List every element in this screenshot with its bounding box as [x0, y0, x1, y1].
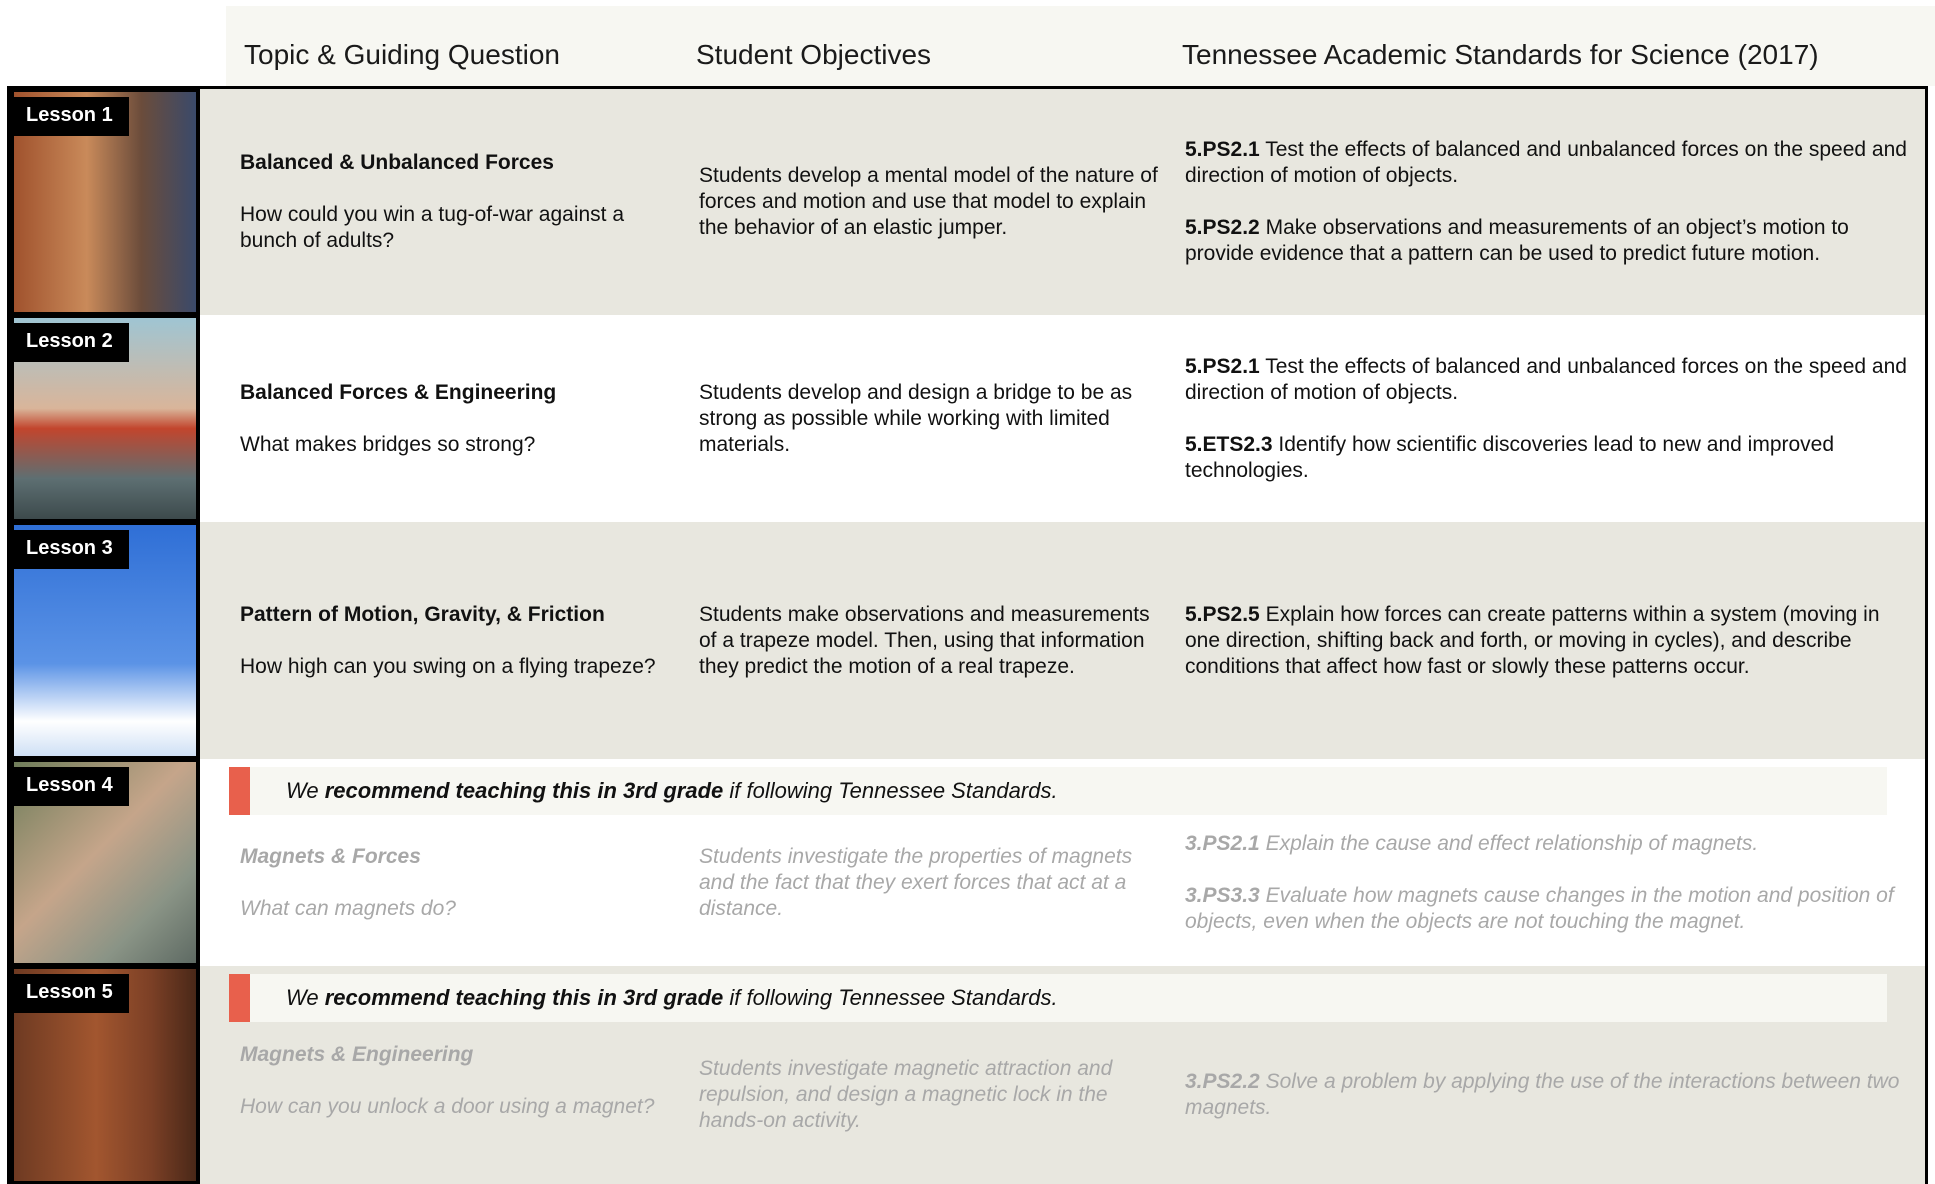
standards-cell: 5.PS2.1 Test the effects of balanced and… [1185, 354, 1915, 484]
standard-text: Make observations and measurements of an… [1185, 216, 1849, 265]
topic-cell: Magnets & Forces What can magnets do? [240, 844, 660, 922]
standard-code: 5.PS2.1 [1185, 354, 1260, 378]
standards-cell: 3.PS2.2 Solve a problem by applying the … [1185, 1069, 1915, 1121]
banner-text-start: We [286, 985, 319, 1010]
row-content: Magnets & Engineering How can you unlock … [10, 1036, 1925, 1154]
lesson-image: Lesson 4 [10, 759, 200, 966]
recommendation-banner: We recommend teaching this in 3rd grade … [229, 974, 1887, 1022]
standard-text: Solve a problem by applying the use of t… [1185, 1070, 1900, 1119]
lesson-row: Lesson 3 Pattern of Motion, Gravity, & Fr… [10, 522, 1925, 759]
lesson-label: Lesson 2 [10, 323, 129, 362]
standard-code: 3.PS3.3 [1185, 883, 1260, 907]
row-content: Balanced & Unbalanced Forces How could yo… [10, 89, 1925, 315]
standard: 3.PS2.2 Solve a problem by applying the … [1185, 1069, 1915, 1121]
standard: 5.PS2.5 Explain how forces can create pa… [1185, 602, 1915, 680]
lesson-image: Lesson 3 [10, 522, 200, 759]
header-cell: Student Objectives [696, 39, 932, 70]
standard: 5.PS2.1 Test the effects of balanced and… [1185, 137, 1915, 189]
guiding-question: What makes bridges so strong? [240, 432, 536, 456]
standard-text: Test the effects of balanced and unbalan… [1185, 138, 1907, 187]
lesson-label: Lesson 5 [10, 974, 129, 1013]
topic-cell: Balanced & Unbalanced Forces How could yo… [240, 150, 660, 254]
banner-text-start: We [286, 778, 319, 803]
objective-cell: Students develop a mental model of the n… [699, 164, 1158, 239]
banner-text: We recommend teaching this in 3rd grade … [286, 767, 1058, 815]
lesson-table: Lesson 1 Balanced & Unbalanced Forces How … [7, 86, 1928, 1184]
topic-cell: Pattern of Motion, Gravity, & Friction Ho… [240, 602, 660, 680]
standard-text: Identify how scientific discoveries lead… [1185, 432, 1835, 482]
lesson-label: Lesson 1 [10, 97, 129, 136]
standard-code: 5.PS2.2 [1185, 216, 1260, 239]
lesson-title: Magnets & Engineering [240, 1043, 474, 1066]
guiding-question: How can you unlock a door using a magnet… [240, 1095, 655, 1118]
header-cell: Tennessee Academic Standards for Science… [1182, 39, 1819, 70]
objective-cell: Students investigate the properties of m… [699, 844, 1133, 920]
banner-text-end: if following Tennessee Standards. [729, 985, 1058, 1010]
objective-cell: Students make observations and measureme… [699, 602, 1150, 678]
guiding-question: How high can you swing on a flying trape… [240, 654, 656, 678]
banner-text-end: if following Tennessee Standards. [729, 778, 1058, 803]
standards-cell: 3.PS2.1 Explain the cause and effect rel… [1185, 831, 1915, 935]
standard: 5.PS2.2 Make observations and measuremen… [1185, 215, 1915, 267]
lesson-row: Lesson 5 We recommend teaching this in 3r… [10, 966, 1925, 1184]
standard-text: Explain the cause and effect relationshi… [1265, 831, 1759, 855]
standard: 5.PS2.1 Test the effects of balanced and… [1185, 354, 1915, 406]
row-content: Magnets & Forces What can magnets do? Stud… [10, 799, 1925, 966]
banner-emphasis: recommend teaching this in 3rd grade [324, 778, 724, 803]
lesson-label: Lesson 3 [10, 530, 129, 569]
accent-bar [229, 767, 250, 815]
lesson-title: Balanced & Unbalanced Forces [240, 151, 554, 174]
accent-bar [229, 974, 250, 1022]
topic-cell: Balanced Forces & Engineering What makes … [240, 380, 660, 458]
standard-code: 5.PS2.5 [1185, 602, 1260, 626]
standards-cell: 5.PS2.5 Explain how forces can create pa… [1185, 602, 1915, 680]
standard-text: Explain how forces can create patterns w… [1185, 602, 1880, 678]
header-row: Topic & Guiding Question Student Objecti… [226, 6, 1935, 86]
guiding-question: How could you win a tug-of-war against a… [240, 203, 625, 252]
lesson-image: Lesson 1 [10, 89, 200, 315]
guiding-question: What can magnets do? [240, 896, 456, 920]
lesson-image: Lesson 2 [10, 315, 200, 522]
standard-code: 3.PS2.1 [1185, 831, 1260, 855]
standard: 5.ETS2.3 Identify how scientific discove… [1185, 432, 1915, 484]
topic-cell: Magnets & Engineering How can you unlock … [240, 1042, 660, 1120]
recommendation-banner: We recommend teaching this in 3rd grade … [229, 767, 1887, 815]
standards-cell: 5.PS2.1 Test the effects of balanced and… [1185, 137, 1915, 267]
lesson-image: Lesson 5 [10, 966, 200, 1184]
standard: 3.PS3.3 Evaluate how magnets cause chang… [1185, 883, 1915, 935]
standard-code: 5.PS2.1 [1185, 138, 1260, 161]
objective-cell: Students investigate magnetic attraction… [699, 1057, 1113, 1132]
standard-code: 5.ETS2.3 [1185, 432, 1273, 456]
row-content: Balanced Forces & Engineering What makes … [10, 315, 1925, 522]
lesson-row: Lesson 1 Balanced & Unbalanced Forces How … [10, 89, 1925, 315]
lesson-title: Pattern of Motion, Gravity, & Friction [240, 602, 605, 626]
lesson-row: Lesson 4 We recommend teaching this in 3r… [10, 759, 1925, 966]
standard: 3.PS2.1 Explain the cause and effect rel… [1185, 831, 1915, 857]
lesson-title: Magnets & Forces [240, 844, 421, 868]
banner-emphasis: recommend teaching this in 3rd grade [324, 985, 724, 1010]
banner-text: We recommend teaching this in 3rd grade … [286, 974, 1058, 1022]
standard-code: 3.PS2.2 [1185, 1070, 1260, 1093]
lesson-row: Lesson 2 Balanced Forces & Engineering Wha… [10, 315, 1925, 522]
lesson-title: Balanced Forces & Engineering [240, 380, 557, 404]
lesson-label: Lesson 4 [10, 767, 129, 806]
standard-text: Evaluate how magnets cause changes in th… [1185, 883, 1894, 933]
header-cell: Topic & Guiding Question [244, 39, 560, 70]
row-content: Pattern of Motion, Gravity, & Friction Ho… [10, 522, 1925, 759]
objective-cell: Students develop and design a bridge to … [699, 380, 1133, 456]
standard-text: Test the effects of balanced and unbalan… [1185, 354, 1907, 404]
